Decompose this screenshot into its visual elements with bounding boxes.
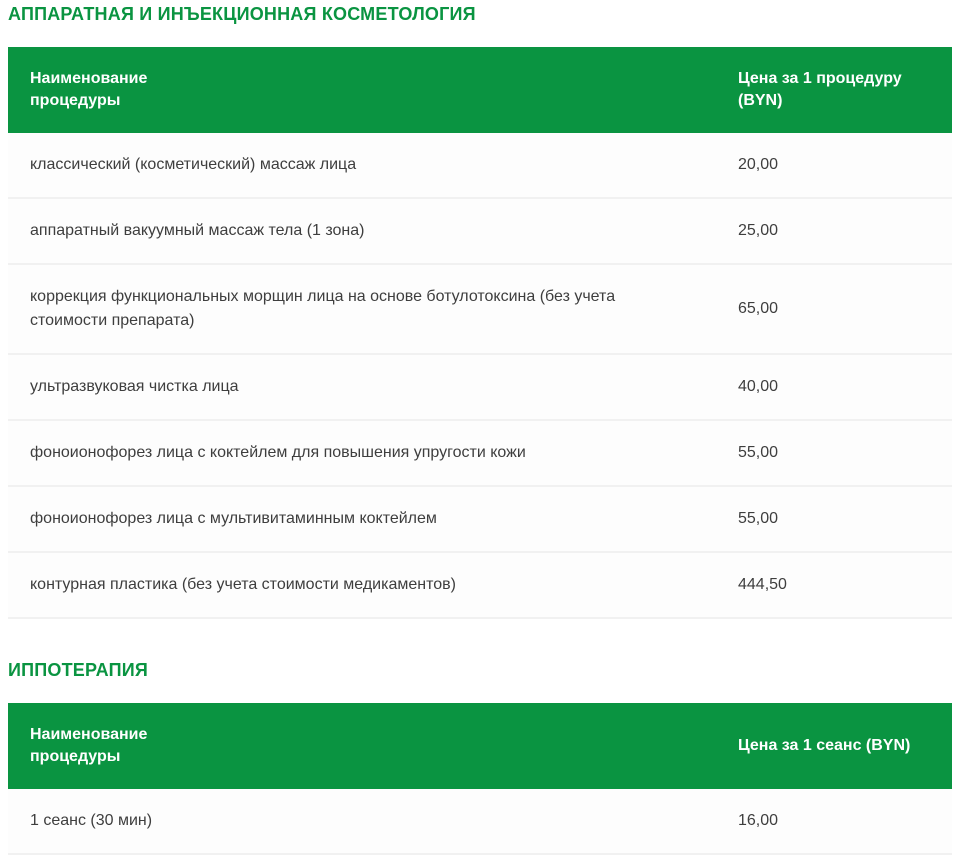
column-header-price-label: Цена за 1 процедуру (BYN) [738,70,902,109]
procedure-name-cell: коррекция функциональных морщин лица на … [8,264,716,355]
column-header-procedure: Наименование процедуры [8,703,716,789]
section-hippotherapy: ИППОТЕРАПИЯ Наименование процедуры Цена … [8,659,952,855]
procedure-name-cell: аппаратный вакуумный массаж тела (1 зона… [8,198,716,265]
table-header-row: Наименование процедуры Цена за 1 сеанс (… [8,703,952,789]
price-cell: 55,00 [716,420,952,487]
cosmetology-price-table: Наименование процедуры Цена за 1 процеду… [8,47,952,619]
column-header-procedure-label: Наименование процедуры [30,70,148,109]
section-cosmetology: АППАРАТНАЯ И ИНЪЕКЦИОННАЯ КОСМЕТОЛОГИЯ Н… [8,3,952,619]
column-header-procedure: Наименование процедуры [8,47,716,133]
table-row: классический (косметический) массаж лица… [8,133,952,199]
table-row: аппаратный вакуумный массаж тела (1 зона… [8,198,952,265]
procedure-name-cell: фоноионофорез лица с коктейлем для повыш… [8,420,716,487]
section-heading-cosmetology: АППАРАТНАЯ И ИНЪЕКЦИОННАЯ КОСМЕТОЛОГИЯ [8,4,476,24]
table-row: фоноионофорез лица с коктейлем для повыш… [8,420,952,487]
table-row: контурная пластика (без учета стоимости … [8,552,952,619]
procedure-name-cell: ультразвуковая чистка лица [8,354,716,421]
price-cell: 25,00 [716,198,952,265]
price-cell: 16,00 [716,789,952,855]
table-row: коррекция функциональных морщин лица на … [8,264,952,355]
section-heading-hippotherapy: ИППОТЕРАПИЯ [8,660,149,680]
procedure-name-cell: контурная пластика (без учета стоимости … [8,552,716,619]
price-cell: 20,00 [716,133,952,199]
column-header-price: Цена за 1 сеанс (BYN) [716,703,952,789]
procedure-name-cell: классический (косметический) массаж лица [8,133,716,199]
column-header-price-label: Цена за 1 сеанс (BYN) [738,736,911,754]
price-cell: 40,00 [716,354,952,421]
procedure-name-cell: 1 сеанс (30 мин) [8,789,716,855]
column-header-price: Цена за 1 процедуру (BYN) [716,47,952,133]
hippotherapy-price-table: Наименование процедуры Цена за 1 сеанс (… [8,703,952,855]
price-cell: 444,50 [716,552,952,619]
procedure-name-cell: фоноионофорез лица с мультивитаминным ко… [8,486,716,553]
table-row: 1 сеанс (30 мин) 16,00 [8,789,952,855]
price-cell: 55,00 [716,486,952,553]
column-header-procedure-label: Наименование процедуры [30,726,148,765]
table-header-row: Наименование процедуры Цена за 1 процеду… [8,47,952,133]
price-cell: 65,00 [716,264,952,355]
table-row: фоноионофорез лица с мультивитаминным ко… [8,486,952,553]
table-row: ультразвуковая чистка лица 40,00 [8,354,952,421]
